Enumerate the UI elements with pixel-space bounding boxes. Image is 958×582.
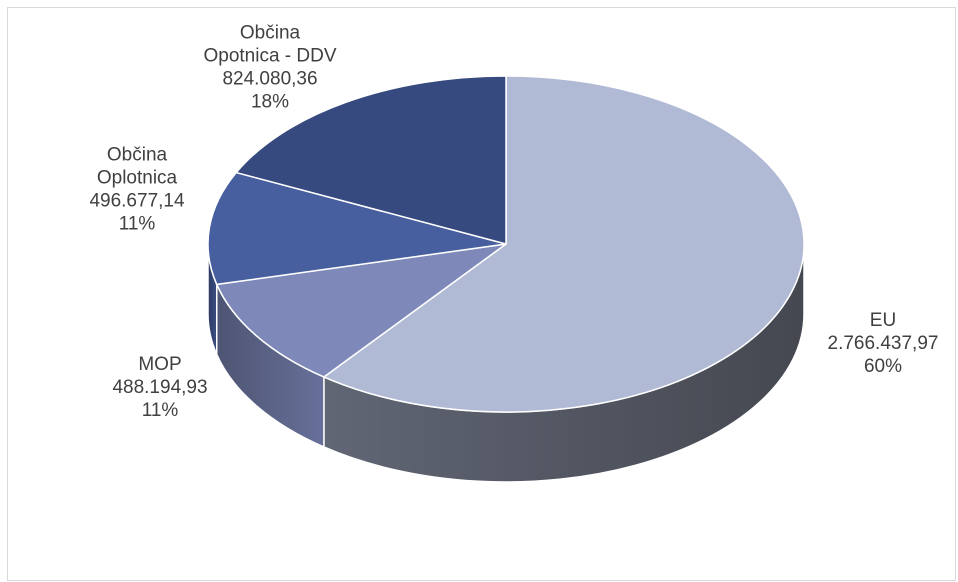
- data-label-line: 488.194,93: [112, 377, 207, 398]
- data-label-line: 496.677,14: [89, 191, 185, 212]
- data-labels: EU 2.766.437,97 60%MOP 488.194,93 11%Občina O…: [89, 23, 938, 422]
- chart-area: [7, 7, 956, 581]
- pie-slices: [207, 75, 805, 413]
- data-label-line: 18%: [251, 92, 289, 113]
- pie-slice: [207, 171, 507, 286]
- data-label: Občina Oplotnica 496.677,14 11%: [89, 145, 185, 235]
- pie-slice: [322, 75, 805, 413]
- data-label: EU 2.766.437,97 60%: [828, 310, 939, 377]
- pie-slice: [234, 75, 507, 245]
- data-label-line: 824.080,36: [222, 69, 317, 90]
- data-label-line: 11%: [142, 400, 179, 421]
- data-label-line: Občina: [240, 23, 301, 44]
- data-label: Občina Opotnica - DDV 824.080,36 18%: [203, 23, 336, 113]
- data-label-line: EU: [870, 310, 896, 331]
- data-label-line: 60%: [864, 356, 902, 377]
- data-label-line: 11%: [119, 214, 156, 235]
- data-label-line: Oplotnica: [97, 168, 178, 189]
- pie-slice: [215, 243, 507, 378]
- data-label-line: Opotnica - DDV: [203, 46, 336, 67]
- data-label-line: MOP: [138, 354, 181, 375]
- data-label-line: Občina: [107, 145, 168, 166]
- data-label-line: 2.766.437,97: [828, 333, 939, 354]
- data-label: MOP 488.194,93 11%: [112, 354, 207, 421]
